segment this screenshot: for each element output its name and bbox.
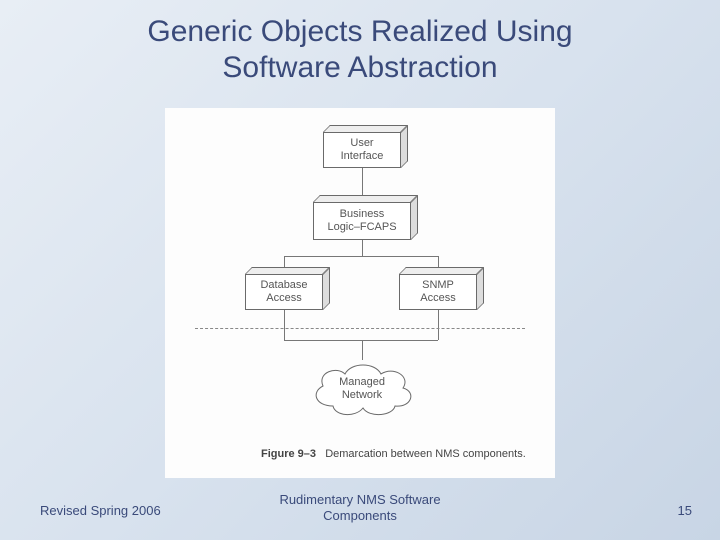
box-top <box>399 267 484 274</box>
demarcation-line <box>195 328 525 329</box>
box-face: DatabaseAccess <box>245 274 323 310</box>
node-label: ManagedNetwork <box>303 358 421 420</box>
edge <box>362 240 363 256</box>
node-database-access: DatabaseAccess <box>245 274 323 310</box>
figure-caption-text: Demarcation between NMS components. <box>325 448 526 460</box>
box-side <box>323 267 330 310</box>
box-face: SNMPAccess <box>399 274 477 310</box>
box-side <box>477 267 484 310</box>
box-face: UserInterface <box>323 132 401 168</box>
edge <box>284 256 285 267</box>
box-top <box>323 125 408 132</box>
footer-center-line2: Components <box>323 508 397 523</box>
page-number: 15 <box>678 503 692 518</box>
node-user-interface: UserInterface <box>323 132 401 168</box>
footer-center: Rudimentary NMS Software Components <box>0 492 720 525</box>
title-line2: Software Abstraction <box>222 51 497 84</box>
node-label: SNMPAccess <box>420 279 455 305</box>
figure-area: UserInterface BusinessLogic–FCAPS Databa… <box>165 108 555 478</box>
edge <box>438 256 439 267</box>
box-side <box>411 195 418 240</box>
node-label: BusinessLogic–FCAPS <box>327 208 396 234</box>
node-business-logic: BusinessLogic–FCAPS <box>313 202 411 240</box>
footer-center-line1: Rudimentary NMS Software <box>279 492 440 507</box>
edge <box>362 168 363 195</box>
node-label: DatabaseAccess <box>260 279 307 305</box>
figure-number: Figure 9–3 <box>261 448 316 460</box>
box-side <box>401 125 408 168</box>
edge <box>438 310 439 340</box>
edge <box>284 256 438 257</box>
box-top <box>313 195 418 202</box>
node-managed-network: ManagedNetwork <box>303 358 421 420</box>
edge <box>284 340 438 341</box>
box-top <box>245 267 330 274</box>
node-label: UserInterface <box>341 137 384 163</box>
box-face: BusinessLogic–FCAPS <box>313 202 411 240</box>
figure-caption: Figure 9–3 Demarcation between NMS compo… <box>261 448 526 460</box>
page-title: Generic Objects Realized Using Software … <box>0 0 720 86</box>
title-line1: Generic Objects Realized Using <box>147 15 572 48</box>
node-snmp-access: SNMPAccess <box>399 274 477 310</box>
edge <box>284 310 285 340</box>
edge <box>362 340 363 360</box>
